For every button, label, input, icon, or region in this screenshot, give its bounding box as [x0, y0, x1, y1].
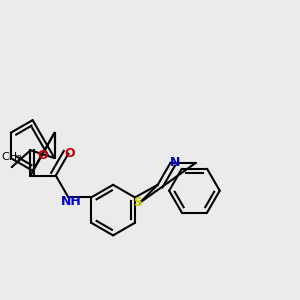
- Text: CH₃: CH₃: [1, 152, 22, 162]
- Text: NH: NH: [61, 195, 82, 208]
- Text: O: O: [65, 147, 75, 160]
- Text: O: O: [37, 149, 48, 162]
- Text: N: N: [169, 156, 180, 170]
- Text: S: S: [133, 196, 142, 209]
